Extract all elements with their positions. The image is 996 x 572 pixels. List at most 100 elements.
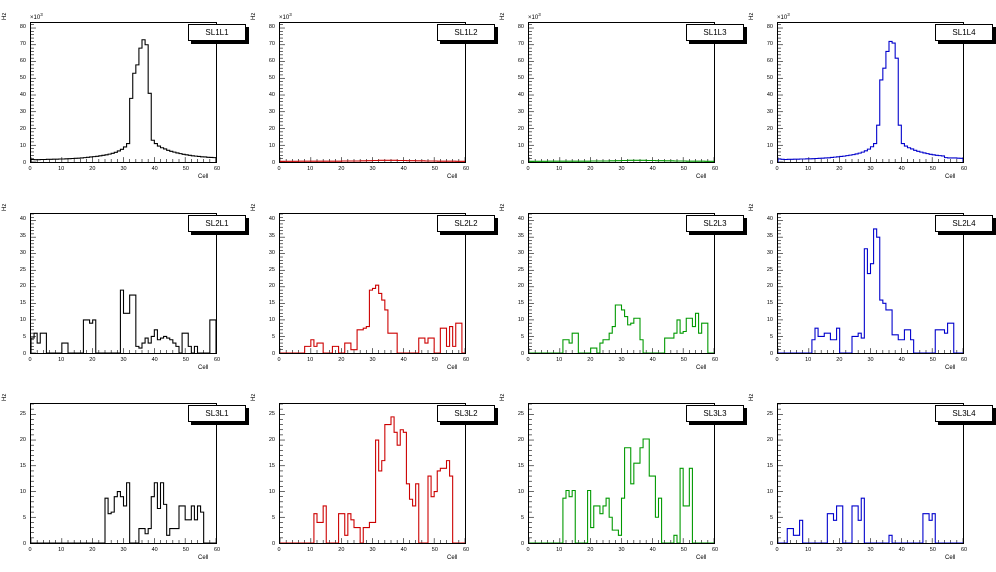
y-tick-label: 10 <box>517 317 524 324</box>
histogram-step-line <box>529 304 714 353</box>
y-tick-label: 20 <box>517 126 524 133</box>
plot-frame <box>777 22 964 163</box>
x-tick-label: 0 <box>526 166 530 172</box>
histogram-step-line <box>778 40 963 162</box>
y-tick-label: 10 <box>517 488 524 495</box>
y-tick-label: 30 <box>517 109 524 116</box>
y-tick-label: 40 <box>19 216 26 223</box>
histogram-step-line <box>529 438 714 544</box>
x-tick-label: 50 <box>929 356 936 363</box>
x-tick-label: 0 <box>526 547 530 554</box>
histogram-step-line <box>778 227 963 353</box>
x-axis-title: Cell <box>447 555 458 562</box>
histogram-pad-sl2l1: Hz Cell 0 5 10 15 20 25 30 35 40 0 10 20 30 40 50 60 SL2L1 <box>0 191 249 382</box>
y-axis-title: Hz <box>2 203 8 211</box>
y-tick-label: 60 <box>19 58 26 65</box>
legend-label: SL3L3 <box>686 405 744 423</box>
x-tick-label: 0 <box>526 356 530 363</box>
y-tick-label: 0 <box>22 541 26 548</box>
x-tick-label: 10 <box>58 166 65 172</box>
legend-sl2l3: SL2L3 <box>686 214 747 235</box>
y-tick-label: 30 <box>766 109 773 116</box>
x-tick-label: 10 <box>805 356 812 363</box>
x-tick-label: 20 <box>89 547 96 554</box>
y-tick-label: 15 <box>19 462 26 469</box>
histogram-step-line <box>529 159 714 162</box>
histogram-curve-svg <box>280 404 465 544</box>
y-tick-label: 25 <box>268 410 275 417</box>
histogram-pad-sl1l3: Hz ×103 Cell 0 10 20 30 40 50 60 70 80 0 10 20 30 40 50 60… <box>498 0 747 191</box>
x-tick-label: 30 <box>120 547 127 554</box>
y-tick-label: 15 <box>268 462 275 469</box>
legend-sl3l4: SL3L4 <box>935 405 996 426</box>
histogram-curve-svg <box>778 213 963 353</box>
y-tick-label: 30 <box>19 109 26 116</box>
x-tick-label: 60 <box>711 356 719 363</box>
x-tick-label: 50 <box>680 547 687 554</box>
y-tick-label: 10 <box>19 488 26 495</box>
y-tick-label: 10 <box>268 317 275 324</box>
plot-frame <box>777 403 964 545</box>
x-tick-label: 50 <box>182 356 189 363</box>
y-tick-label: 15 <box>517 300 524 307</box>
x-tick-label: 20 <box>89 166 96 172</box>
y-tick-label: 20 <box>766 283 773 290</box>
y-tick-label: 20 <box>766 126 773 133</box>
y-tick-label: 80 <box>517 24 524 31</box>
y-tick-label: 25 <box>517 266 524 273</box>
y-tick-label: 40 <box>766 216 773 223</box>
legend-sl3l3: SL3L3 <box>686 405 747 426</box>
x-tick-label: 20 <box>836 166 843 172</box>
y-axis-title: Hz <box>500 203 506 211</box>
histogram-curve-svg <box>529 24 714 162</box>
y-tick-label: 5 <box>22 333 26 340</box>
histogram-pad-sl1l1: Hz ×103 Cell 0 10 20 30 40 50 60 70 80 0 10 20 30 40 50 60… <box>0 0 249 191</box>
histogram-curve-svg <box>778 404 963 544</box>
x-axis-title: Cell <box>945 174 956 180</box>
y-tick-label: 50 <box>766 75 773 82</box>
legend-sl1l1: SL1L1 <box>188 24 249 44</box>
x-tick-label: 0 <box>28 356 32 363</box>
y-tick-label: 35 <box>766 233 773 240</box>
x-tick-label: 60 <box>213 547 221 554</box>
y-tick-label: 20 <box>268 126 275 133</box>
x-tick-label: 40 <box>151 356 158 363</box>
y-tick-label: 5 <box>271 333 275 340</box>
y-tick-label: 40 <box>268 216 275 223</box>
y-axis-title: Hz <box>251 12 257 20</box>
y-axis-exponent: ×103 <box>777 12 790 21</box>
y-axis-title: Hz <box>251 203 257 211</box>
y-tick-label: 70 <box>19 41 26 48</box>
x-tick-label: 30 <box>618 547 625 554</box>
x-tick-label: 50 <box>929 166 936 172</box>
y-tick-label: 35 <box>19 233 26 240</box>
y-tick-label: 5 <box>22 515 26 522</box>
x-tick-label: 20 <box>587 356 594 363</box>
x-tick-label: 20 <box>587 547 594 554</box>
legend-sl3l2: SL3L2 <box>437 405 498 426</box>
x-tick-label: 50 <box>431 166 438 172</box>
x-tick-label: 0 <box>277 356 281 363</box>
y-tick-label: 30 <box>268 109 275 116</box>
y-axis-title: Hz <box>749 12 755 20</box>
x-axis-title: Cell <box>696 555 707 562</box>
y-tick-label: 15 <box>766 462 773 469</box>
histogram-curve-svg <box>280 24 465 162</box>
x-tick-label: 10 <box>805 166 812 172</box>
x-tick-label: 60 <box>213 166 221 172</box>
y-tick-label: 15 <box>19 300 26 307</box>
legend-sl2l4: SL2L4 <box>935 214 996 235</box>
x-tick-label: 60 <box>213 356 221 363</box>
y-tick-label: 10 <box>268 143 275 149</box>
y-tick-label: 35 <box>517 233 524 240</box>
x-tick-label: 60 <box>711 547 719 554</box>
plot-frame <box>30 403 217 545</box>
y-tick-label: 60 <box>766 58 773 65</box>
legend-label: SL3L1 <box>188 405 246 423</box>
y-tick-label: 0 <box>22 350 26 357</box>
legend-label: SL2L2 <box>437 214 495 232</box>
legend-label: SL3L2 <box>437 405 495 423</box>
histogram-step-line <box>31 482 216 544</box>
x-axis-title: Cell <box>447 364 458 371</box>
x-tick-label: 10 <box>805 547 812 554</box>
